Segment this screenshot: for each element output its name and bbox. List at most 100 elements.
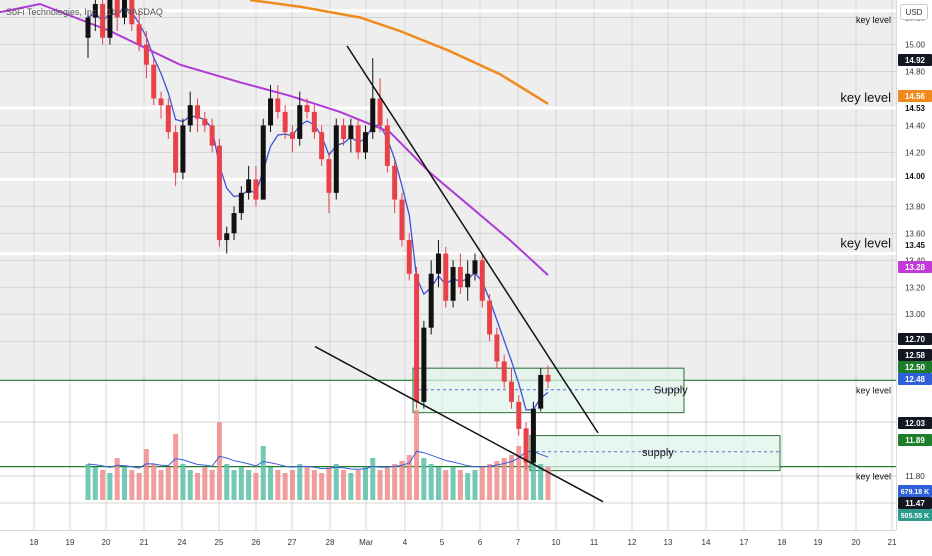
volume-bar [216,422,222,500]
volume-bar [348,473,354,500]
price-tick-label: 13.60 [905,229,926,238]
candle-body [224,233,230,241]
candle-body [377,98,383,126]
volume-bar [107,473,113,500]
price-axis-scale: 15.2015.0014.8014.4014.2013.8013.6013.40… [898,14,932,521]
candle-body [399,199,405,241]
candle-body [326,159,332,193]
time-tick-label: 10 [552,538,561,547]
candle-body [523,428,529,463]
candle-body [457,267,463,288]
time-tick-label: 20 [852,538,861,547]
volume-bar [435,467,441,500]
volume-bar [545,467,551,500]
volume-bar [180,464,186,500]
candle-body [545,374,551,382]
time-tick-label: 6 [478,538,483,547]
price-badge: 13.45 [905,241,926,250]
candle-body [516,401,522,429]
volume-bar [333,464,339,500]
candle-body [260,125,266,200]
price-badge: 14.56 [905,92,926,101]
volume-bar [143,449,149,500]
volume-bar [487,464,493,500]
candle-body [282,111,288,133]
candle-body [370,98,376,133]
price-badge-bg [898,485,932,497]
candle-body [472,260,478,274]
price-tick-label: 14.40 [905,121,926,130]
volume-bar [406,455,412,500]
candle-body [530,408,536,463]
volume-bar [304,467,310,500]
trendline-lower [314,345,604,503]
candle-body [143,44,149,65]
volume-bar [114,458,120,500]
candle-body [443,253,449,301]
candle-body [85,17,91,38]
volume-bar [399,461,405,500]
price-badge-bg [898,509,932,521]
price-tick-label: 13.20 [905,283,926,292]
candle-body [479,260,485,301]
volume-bar [311,470,317,500]
volume-bar [392,464,398,500]
candle-body [435,253,441,274]
candle-body [209,125,215,146]
candle-body [165,105,171,133]
price-badge-bg [898,170,932,182]
volume-bar [92,467,98,500]
volume-bar [187,470,193,500]
candle-body [268,98,274,126]
time-axis-scale: 18 19 20 21 24 25 26 27 28 Mar 4 5 6 7 10 11 12 13 14 17 18 1… [30,538,897,547]
volume-bar [414,410,420,500]
candle-body [187,105,193,126]
candle-body [406,240,412,274]
key-level-label-3: key level [840,236,891,251]
candle-body [348,125,354,139]
price-badge: 13.28 [905,263,926,272]
currency-button[interactable]: USD [900,4,928,20]
price-axis[interactable]: 15.2015.0014.8014.4014.2013.8013.6013.40… [896,0,932,530]
price-tick-label: 13.00 [905,310,926,319]
zone-label-0: Supply [654,385,688,397]
volume-bar [202,467,208,500]
volume-bar [282,473,288,500]
time-axis[interactable]: 18 19 20 21 24 25 26 27 28 Mar 4 5 6 7 10 11 12 13 14 17 18 1… [0,530,897,550]
candle-body [501,361,507,382]
time-tick-label: 14 [702,538,711,547]
volume-bar [173,434,179,500]
price-badge-bg [898,434,932,446]
volume-bar [501,458,507,500]
candle-body [231,213,237,234]
price-chart[interactable]: Supply supply key level key level key level… [0,0,896,530]
chart-plot-area[interactable]: Supply supply key level key level key level… [0,0,896,530]
candle-body [275,98,281,112]
candle-body [421,327,427,402]
volume-bar [326,467,332,500]
candle-body [384,125,390,166]
volume-ma-line [87,450,549,470]
volume-bar [384,467,390,500]
candle-body [465,273,471,288]
candle-body [216,145,222,241]
time-tick-label: 5 [440,538,445,547]
time-tick-label: 28 [326,538,335,547]
candle-body [487,300,493,335]
time-tick-label: 27 [288,538,297,547]
time-tick-label: Mar [359,538,373,547]
volume-bar [341,470,347,500]
chart-title: SoFi Technologies, Inc. · 1h · NASDAQ [6,7,163,17]
price-tick-label: 14.20 [905,148,926,157]
price-badge-bg [898,239,932,251]
price-badge-bg [898,373,932,385]
volume-bar [238,467,244,500]
candle-body [238,192,244,214]
time-tick-label: 4 [403,538,408,547]
volume-bar [494,461,500,500]
candle-body [253,179,259,200]
volume-bar [289,470,295,500]
price-badge: 12.58 [905,351,926,360]
volume-bar [158,470,164,500]
trendline-upper [346,45,599,434]
